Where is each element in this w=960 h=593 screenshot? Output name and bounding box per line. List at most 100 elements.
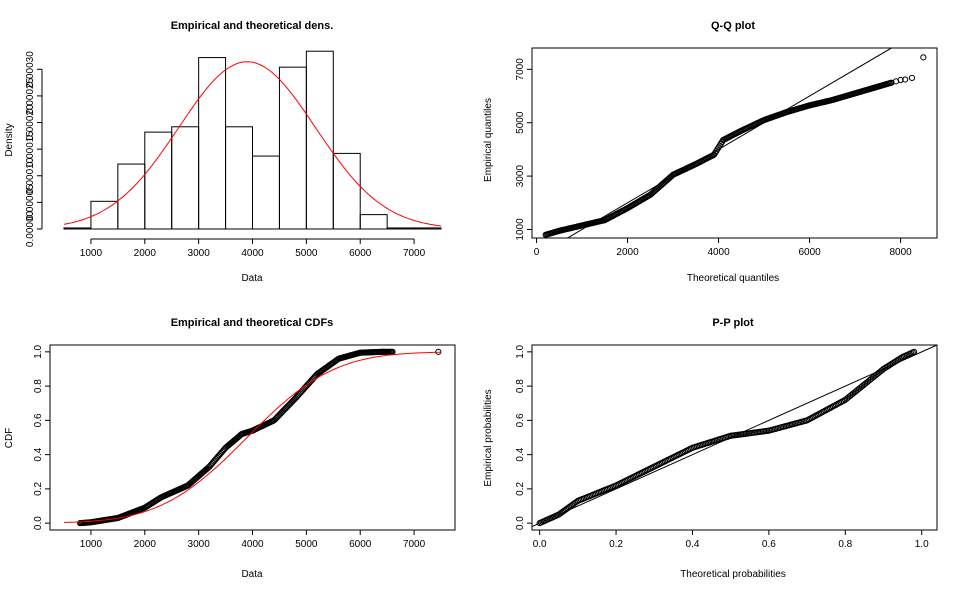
histogram-bar xyxy=(144,131,173,230)
theoretical-cdf-curve xyxy=(63,351,442,523)
panel-cdf: Empirical and theoretical CDFs Data CDF … xyxy=(4,317,456,580)
density-y-tick-label: 0.00005 xyxy=(25,184,36,221)
qq-x-tick-label: 4000 xyxy=(707,247,730,258)
density-y-tick-label: 0.00020 xyxy=(25,104,36,141)
pp-title: P-P plot xyxy=(712,317,754,329)
cdf-y-tick-label: 0.6 xyxy=(33,413,44,427)
density-y-axis: 0.000000.000050.000100.000150.000200.000… xyxy=(25,51,43,247)
cdf-x-tick-label: 6000 xyxy=(349,539,372,550)
histogram-bar xyxy=(332,152,361,230)
histogram-bar xyxy=(63,227,92,230)
cdf-plot-area: 1000 2000 3000 4000 5000 6000 7000 0.0 0.2 0.4 0.6… xyxy=(33,344,456,550)
density-x-axis: 1000 2000 3000 4000 5000 6000 7000 xyxy=(80,238,426,259)
density-y-tick-label: 0.00030 xyxy=(25,51,36,88)
pp-x-tick-label: 0.2 xyxy=(609,539,623,550)
panel-qq: Q-Q plot Theoretical quantiles Empirical… xyxy=(483,20,938,284)
panel-density: Empirical and theoretical dens. Data Den… xyxy=(4,20,442,284)
qq-x-tick-label: 0 xyxy=(534,247,540,258)
qq-point xyxy=(920,54,927,61)
cdf-y-tick-label: 1.0 xyxy=(33,344,44,358)
qq-x-axis: 0 2000 4000 6000 8000 xyxy=(534,238,912,258)
pp-xlabel: Theoretical probabilities xyxy=(680,569,786,580)
qq-y-tick-label: 5000 xyxy=(515,111,526,134)
pp-x-tick-label: 0.8 xyxy=(838,539,852,550)
density-y-tick-label: 0.00025 xyxy=(25,77,36,114)
cdf-y-tick-label: 0.8 xyxy=(33,379,44,393)
pp-x-tick-label: 0.4 xyxy=(686,539,700,550)
qq-y-tick-label: 7000 xyxy=(515,58,526,81)
theoretical-density-curve xyxy=(63,61,442,227)
density-y-tick-label: 0.00015 xyxy=(25,131,36,168)
pp-ylabel: Empirical probabilities xyxy=(483,389,494,486)
histogram-bar xyxy=(305,50,334,230)
cdf-x-tick-label: 4000 xyxy=(241,539,264,550)
cdf-x-tick-label: 2000 xyxy=(134,539,157,550)
panel-pp: P-P plot Theoretical probabilities Empir… xyxy=(483,317,938,580)
cdf-title: Empirical and theoretical CDFs xyxy=(171,317,334,329)
qq-x-tick-label: 6000 xyxy=(798,247,821,258)
qq-x-tick-label: 8000 xyxy=(889,247,912,258)
qq-reference-line xyxy=(566,48,893,238)
qq-xlabel: Theoretical quantiles xyxy=(687,273,779,284)
histogram-bar xyxy=(278,66,307,230)
qq-y-tick-label: 3000 xyxy=(515,165,526,188)
qq-y-tick-label: 1000 xyxy=(515,218,526,241)
density-ylabel: Density xyxy=(4,123,15,156)
qq-frame xyxy=(531,47,938,239)
qq-point xyxy=(897,76,904,84)
pp-y-tick-label: 0.6 xyxy=(515,413,526,427)
pp-x-tick-label: 0.6 xyxy=(762,539,776,550)
histogram-bar xyxy=(198,57,227,230)
density-plot-area: 1000 2000 3000 4000 5000 6000 70000.000000.000… xyxy=(25,50,442,259)
histogram-bar xyxy=(225,126,253,230)
pp-y-tick-label: 0.8 xyxy=(515,379,526,393)
histogram-bar xyxy=(117,163,146,230)
cdf-y-tick-label: 0.0 xyxy=(33,516,44,530)
histogram-bar xyxy=(252,155,280,230)
pp-x-tick-label: 1.0 xyxy=(915,539,929,550)
density-x-tick-label: 2000 xyxy=(134,248,157,259)
cdf-x-tick-label: 1000 xyxy=(80,539,103,550)
qq-plot-area: 0 2000 4000 6000 8000 1000 3000 5000 7000 xyxy=(515,47,938,258)
qq-x-tick-label: 2000 xyxy=(616,247,639,258)
pp-y-tick-label: 1.0 xyxy=(515,344,526,358)
cdf-frame xyxy=(49,344,456,531)
density-x-tick-label: 1000 xyxy=(80,248,103,259)
cdf-x-tick-label: 7000 xyxy=(403,539,426,550)
density-x-tick-label: 6000 xyxy=(349,248,372,259)
qq-point xyxy=(908,74,916,81)
qq-point xyxy=(902,76,909,83)
cdf-y-tick-label: 0.2 xyxy=(33,482,44,496)
qq-y-axis: 1000 3000 5000 7000 xyxy=(515,58,532,241)
cdf-x-tick-label: 3000 xyxy=(188,539,211,550)
pp-y-axis: 0.0 0.2 0.4 0.6 0.8 1.0 xyxy=(515,344,532,530)
histogram-bar xyxy=(171,126,200,230)
pp-y-tick-label: 0.0 xyxy=(515,516,526,530)
histogram-bar xyxy=(359,214,388,230)
cdf-y-tick-label: 0.4 xyxy=(33,447,44,461)
qq-ylabel: Empirical quantiles xyxy=(483,98,494,182)
density-x-tick-label: 3000 xyxy=(188,248,211,259)
density-x-tick-label: 7000 xyxy=(403,248,426,259)
cdf-x-axis: 1000 2000 3000 4000 5000 6000 7000 xyxy=(80,530,426,550)
cdf-x-tick-label: 5000 xyxy=(295,539,318,550)
pp-point xyxy=(910,348,918,355)
density-x-tick-label: 5000 xyxy=(295,248,318,259)
pp-x-axis: 0.0 0.2 0.4 0.6 0.8 1.0 xyxy=(533,530,929,550)
histogram-bar xyxy=(413,227,442,230)
pp-frame xyxy=(531,344,938,531)
qq-title: Q-Q plot xyxy=(711,20,755,32)
density-xlabel: Data xyxy=(241,273,263,284)
density-title: Empirical and theoretical dens. xyxy=(171,20,334,32)
cdf-y-axis: 0.0 0.2 0.4 0.6 0.8 1.0 xyxy=(33,344,50,530)
density-y-tick-label: 0.00010 xyxy=(25,157,36,194)
pp-x-tick-label: 0.0 xyxy=(533,539,547,550)
cdf-ylabel: CDF xyxy=(4,428,15,449)
cdf-xlabel: Data xyxy=(241,569,263,580)
density-y-tick-label: 0.00000 xyxy=(25,210,36,247)
pp-plot-area: 0.0 0.2 0.4 0.6 0.8 1.0 0.0 0.2 0.4 0.6 0.8 1.0 xyxy=(515,344,938,550)
pp-y-tick-label: 0.4 xyxy=(515,447,526,461)
histogram-bar xyxy=(386,227,415,230)
density-x-tick-label: 4000 xyxy=(241,248,264,259)
